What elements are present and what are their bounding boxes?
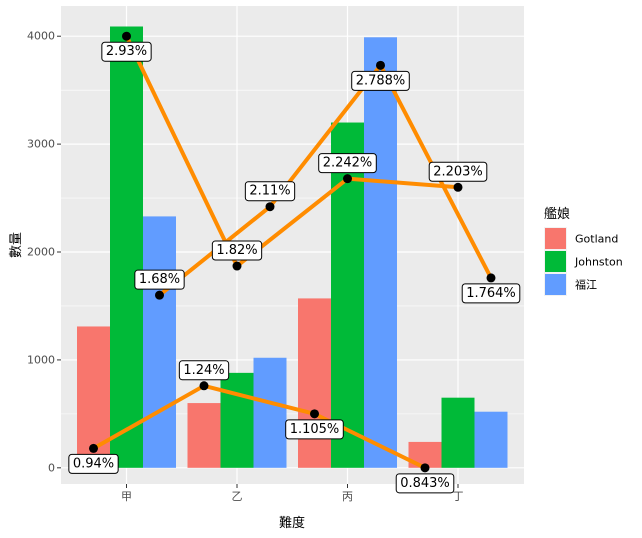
x-axis-title: 難度	[279, 515, 305, 531]
ratio-label-box	[285, 419, 344, 440]
bar	[298, 298, 331, 468]
bar	[220, 372, 254, 468]
ratio-label-box	[395, 473, 455, 494]
ratio-point	[155, 290, 164, 300]
y-tick-label: 1000	[27, 353, 55, 366]
ratio-label-box	[101, 41, 152, 62]
legend-items: Gotland Johnston 福江	[544, 227, 623, 296]
ratio-point	[199, 381, 209, 391]
ratio-point	[343, 174, 352, 184]
ratio-label-box	[461, 283, 521, 304]
ratio-label-text: 2.203%	[433, 164, 483, 179]
ratio-label-box	[244, 181, 296, 202]
ratio-label-text: 2.11%	[249, 184, 290, 199]
y-tick-label: 3000	[27, 138, 55, 151]
ratio-label: 0.843%	[395, 473, 455, 494]
ratio-point	[486, 273, 496, 283]
legend-label: 福江	[575, 278, 597, 292]
y-axis-title: 數量	[9, 232, 24, 258]
bar	[187, 403, 221, 468]
legend-key	[545, 251, 566, 272]
ratio-label: 2.203%	[428, 161, 488, 182]
ratio-label: 2.242%	[318, 153, 377, 174]
x-tick-label: 丙	[342, 490, 353, 503]
ratio-point	[376, 60, 385, 70]
ratio-label: 1.764%	[461, 283, 521, 304]
ratio-label: 0.94%	[68, 453, 119, 474]
ratio-label-box	[134, 269, 185, 290]
ratio-line	[91, 383, 427, 470]
ratio-labels: 0.94% 1.24% 1.105% 0.843% 2.93% 1.82% 2.242% 2.…	[68, 41, 521, 494]
ratio-label: 1.105%	[285, 419, 344, 440]
bar	[110, 26, 143, 468]
ratio-points	[89, 31, 496, 473]
legend-key	[545, 228, 566, 249]
x-axis-ticks: 甲乙丙丁	[121, 484, 464, 503]
ratio-label-box	[211, 240, 263, 261]
ratio-label-text: 2.788%	[356, 73, 406, 88]
ratio-label-box	[318, 153, 377, 174]
y-tick-label: 0	[48, 461, 55, 474]
legend-title: 艦娘	[544, 207, 570, 222]
ratio-point	[453, 182, 463, 192]
ratio-label-text: 1.105%	[290, 422, 340, 437]
ratio-label: 2.788%	[351, 70, 410, 91]
ratio-label: 1.68%	[134, 269, 185, 290]
ratio-label-box	[428, 161, 488, 182]
ratio-label-box	[178, 360, 230, 381]
ratio-label: 1.82%	[211, 240, 263, 261]
ratio-point	[310, 409, 319, 419]
ratio-point	[420, 463, 430, 473]
bar	[474, 411, 508, 468]
legend-key	[545, 274, 566, 295]
ratio-point	[89, 443, 98, 453]
ratio-label-text: 1.24%	[183, 363, 224, 378]
x-tick-label: 甲	[121, 490, 132, 503]
bar	[253, 357, 287, 468]
ratio-point	[265, 202, 275, 212]
bar	[441, 397, 475, 468]
ratio-point	[122, 31, 131, 41]
x-tick-label: 丁	[453, 490, 464, 503]
ratio-label-box	[351, 70, 410, 91]
ratio-label-text: 2.242%	[323, 156, 373, 171]
ratio-label-text: 0.94%	[73, 456, 114, 471]
ratio-label-text: 1.68%	[139, 272, 180, 287]
ratio-label: 2.11%	[244, 181, 296, 202]
ratio-label-text: 1.764%	[466, 286, 516, 301]
legend: 艦娘 Gotland Johnston 福江	[544, 207, 623, 296]
legend-label: Johnston	[574, 256, 623, 269]
ratio-line	[124, 34, 460, 269]
ratio-label-text: 0.843%	[400, 476, 450, 491]
legend-label: Gotland	[575, 233, 618, 246]
ratio-label-text: 2.93%	[106, 44, 147, 59]
ratio-label-box	[68, 453, 119, 474]
ratio-label: 2.93%	[101, 41, 152, 62]
bar	[143, 216, 176, 468]
y-tick-label: 2000	[27, 246, 55, 259]
ratio-label-text: 1.82%	[216, 243, 257, 258]
y-axis-ticks: 0 1000 2000 3000 4000	[27, 30, 61, 474]
bar	[364, 37, 397, 468]
x-tick-label: 乙	[232, 490, 243, 503]
ratio-point	[232, 261, 242, 271]
y-tick-label: 4000	[27, 30, 55, 43]
ratio-label: 1.24%	[178, 360, 230, 381]
